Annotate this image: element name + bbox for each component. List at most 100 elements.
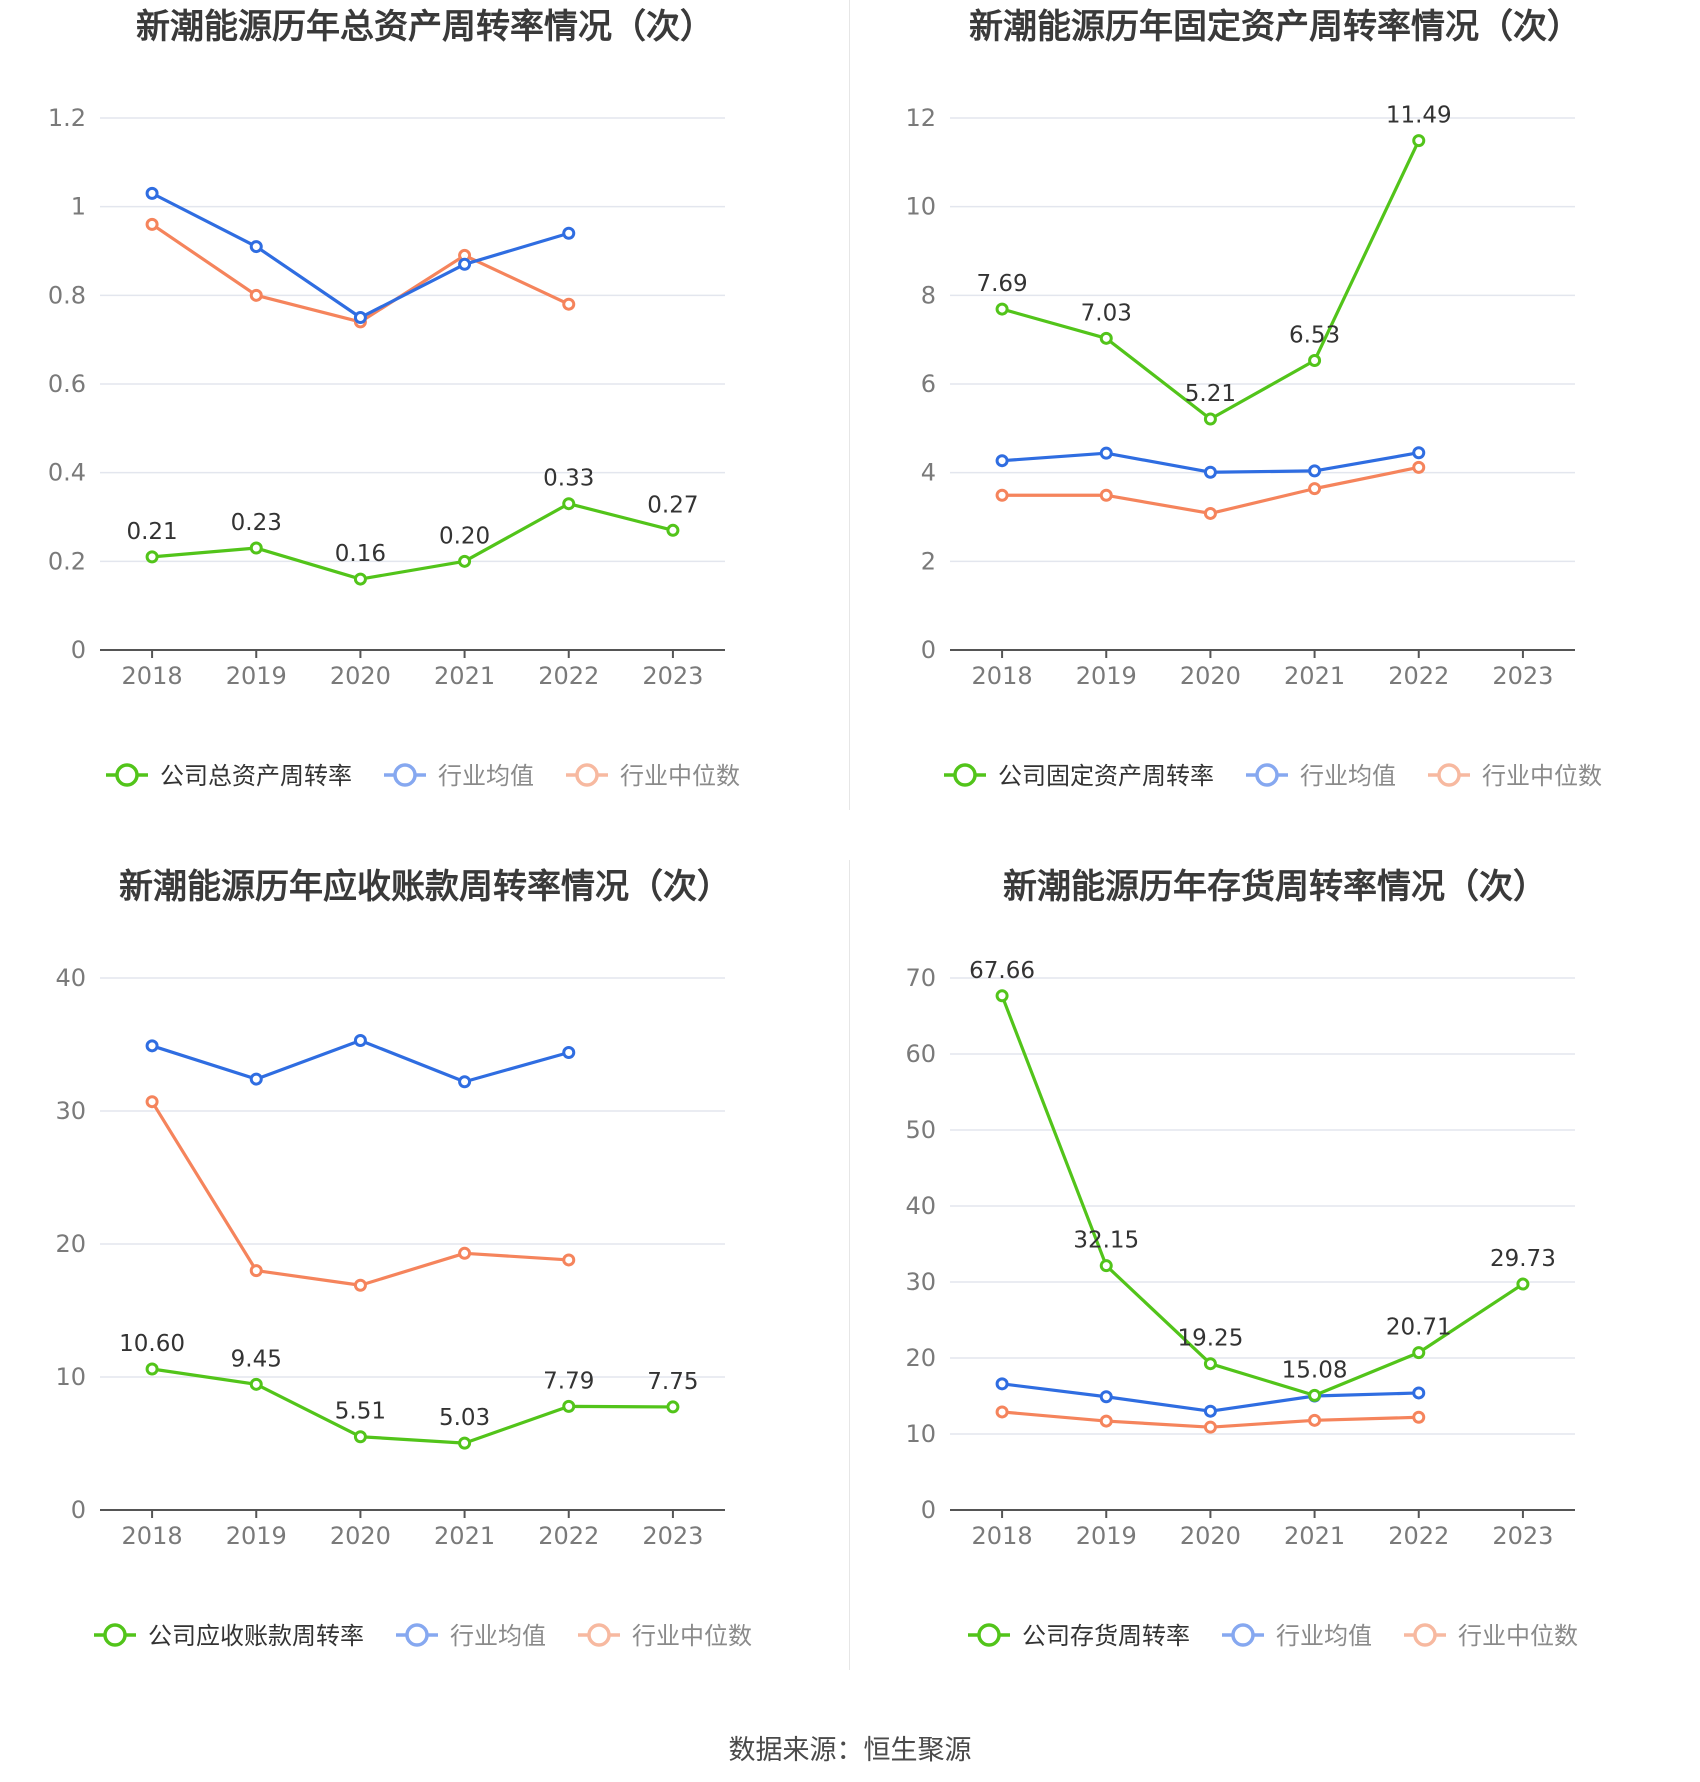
data-point-average[interactable] bbox=[995, 1377, 1009, 1391]
data-label: 29.73 bbox=[1490, 1246, 1556, 1272]
data-point-average[interactable] bbox=[353, 311, 367, 324]
data-point-average[interactable] bbox=[145, 186, 159, 200]
data-point-company[interactable] bbox=[353, 1430, 367, 1444]
series-line-median bbox=[151, 223, 570, 324]
data-point-median[interactable] bbox=[1099, 488, 1113, 502]
data-point-company[interactable] bbox=[1516, 1277, 1530, 1291]
data-point-average[interactable] bbox=[458, 257, 472, 271]
legend-item-median[interactable]: 行业中位数 bbox=[578, 1622, 752, 1650]
data-point-average[interactable] bbox=[249, 240, 263, 254]
data-point-median[interactable] bbox=[1308, 1413, 1322, 1427]
data-point-median[interactable] bbox=[145, 217, 159, 231]
data-point-company[interactable] bbox=[1099, 1259, 1113, 1273]
data-point-median[interactable] bbox=[562, 297, 576, 311]
legend-item-median[interactable]: 行业中位数 bbox=[1428, 762, 1602, 790]
data-point-average[interactable] bbox=[562, 1045, 576, 1059]
data-point-average[interactable] bbox=[1308, 464, 1322, 478]
data-point-average[interactable] bbox=[1412, 446, 1426, 460]
data-point-median[interactable] bbox=[353, 1278, 367, 1292]
data-label: 5.51 bbox=[335, 1399, 386, 1425]
data-point-company[interactable] bbox=[145, 550, 159, 564]
data-point-company[interactable] bbox=[1099, 331, 1113, 345]
data-point-company[interactable] bbox=[666, 1400, 680, 1414]
y-tick-label: 70 bbox=[905, 964, 936, 992]
legend-circle-marker bbox=[115, 763, 139, 787]
legend-label: 行业中位数 bbox=[632, 1622, 752, 1650]
chart-title: 新潮能源历年总资产周转率情况（次） bbox=[136, 7, 714, 47]
data-point-median[interactable] bbox=[995, 488, 1009, 502]
legend-item-average[interactable]: 行业均值 bbox=[384, 762, 534, 790]
legend-item-median[interactable]: 行业中位数 bbox=[566, 762, 740, 790]
y-tick-label: 4 bbox=[921, 459, 936, 487]
data-point-median[interactable] bbox=[1099, 1414, 1113, 1428]
data-point-company[interactable] bbox=[145, 1362, 159, 1376]
chart-inventory-turnover: 新潮能源历年存货周转率情况（次） 0 10 20 30 40 50 60 70 2018 2019 2… bbox=[850, 860, 1700, 1720]
y-tick-label: 50 bbox=[905, 1116, 936, 1144]
data-point-company[interactable] bbox=[995, 302, 1009, 316]
legend-item-average[interactable]: 行业均值 bbox=[396, 1622, 546, 1650]
y-tick-label: 40 bbox=[905, 1192, 936, 1220]
legend-circle-marker bbox=[103, 1623, 127, 1647]
data-point-company[interactable] bbox=[1203, 412, 1217, 426]
data-point-average[interactable] bbox=[1099, 1390, 1113, 1404]
data-point-company[interactable] bbox=[458, 554, 472, 568]
data-point-average[interactable] bbox=[995, 454, 1009, 468]
y-tick-label: 1 bbox=[71, 193, 86, 221]
data-point-median[interactable] bbox=[995, 1405, 1009, 1419]
legend-item-average[interactable]: 行业均值 bbox=[1222, 1622, 1372, 1650]
data-point-average[interactable] bbox=[353, 1034, 367, 1048]
legend-label: 行业均值 bbox=[438, 762, 534, 790]
legend-item-company[interactable]: 公司存货周转率 bbox=[968, 1622, 1190, 1650]
data-point-company[interactable] bbox=[1412, 134, 1426, 148]
data-point-company[interactable] bbox=[1308, 354, 1322, 368]
data-point-company[interactable] bbox=[1203, 1357, 1217, 1371]
data-point-median[interactable] bbox=[1203, 506, 1217, 520]
data-label: 32.15 bbox=[1073, 1228, 1139, 1254]
data-point-company[interactable] bbox=[353, 572, 367, 586]
data-point-median[interactable] bbox=[249, 1264, 263, 1278]
legend-item-company[interactable]: 公司固定资产周转率 bbox=[944, 762, 1214, 790]
y-tick-label: 20 bbox=[55, 1230, 86, 1258]
data-point-company[interactable] bbox=[249, 541, 263, 555]
data-point-average[interactable] bbox=[1412, 1386, 1426, 1400]
data-point-median[interactable] bbox=[1203, 1420, 1217, 1434]
x-tick-label: 2020 bbox=[1180, 1522, 1241, 1550]
data-point-average[interactable] bbox=[1099, 446, 1113, 460]
data-point-median[interactable] bbox=[1412, 460, 1426, 474]
data-point-median[interactable] bbox=[1308, 482, 1322, 496]
y-tick-label: 8 bbox=[921, 281, 936, 309]
y-tick-label: 10 bbox=[905, 193, 936, 221]
data-point-median[interactable] bbox=[458, 1246, 472, 1260]
y-tick-label: 10 bbox=[55, 1363, 86, 1391]
data-point-average[interactable] bbox=[249, 1072, 263, 1086]
data-point-average[interactable] bbox=[1203, 1404, 1217, 1418]
legend-item-median[interactable]: 行业中位数 bbox=[1404, 1622, 1578, 1650]
data-point-company[interactable] bbox=[1308, 1388, 1322, 1402]
data-label: 0.27 bbox=[647, 492, 698, 518]
data-point-company[interactable] bbox=[562, 497, 576, 511]
data-point-company[interactable] bbox=[666, 523, 680, 537]
data-point-company[interactable] bbox=[562, 1399, 576, 1413]
series-line-company bbox=[151, 502, 674, 581]
data-point-median[interactable] bbox=[562, 1253, 576, 1267]
data-point-company[interactable] bbox=[249, 1377, 263, 1391]
data-point-company[interactable] bbox=[458, 1436, 472, 1450]
data-point-average[interactable] bbox=[562, 226, 576, 240]
chart-fixed-asset-turnover: 新潮能源历年固定资产周转率情况（次） 0 2 4 6 8 10 12 2018 2019 2020 2… bbox=[850, 0, 1700, 860]
data-point-average[interactable] bbox=[1203, 465, 1217, 479]
y-tick-label: 1.2 bbox=[48, 104, 86, 132]
data-point-median[interactable] bbox=[1412, 1410, 1426, 1424]
legend-item-company[interactable]: 公司总资产周转率 bbox=[106, 762, 352, 790]
legend-item-average[interactable]: 行业均值 bbox=[1246, 762, 1396, 790]
legend-item-company[interactable]: 公司应收账款周转率 bbox=[94, 1622, 364, 1650]
data-point-median[interactable] bbox=[249, 288, 263, 302]
data-point-average[interactable] bbox=[458, 1075, 472, 1089]
y-tick-label: 60 bbox=[905, 1040, 936, 1068]
y-tick-label: 0.8 bbox=[48, 281, 86, 309]
legend-label: 行业中位数 bbox=[1482, 762, 1602, 790]
data-label: 11.49 bbox=[1386, 103, 1452, 129]
data-point-average[interactable] bbox=[145, 1039, 159, 1053]
data-point-company[interactable] bbox=[1412, 1346, 1426, 1360]
data-point-median[interactable] bbox=[145, 1095, 159, 1109]
data-point-company[interactable] bbox=[995, 989, 1009, 1003]
